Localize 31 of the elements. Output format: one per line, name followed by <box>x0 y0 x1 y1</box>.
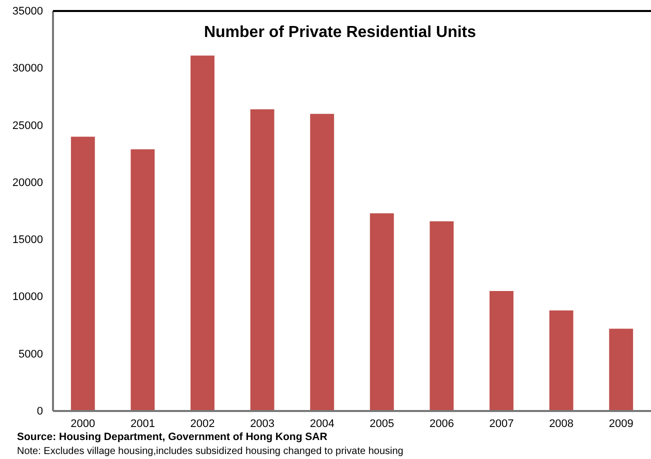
x-tick-label: 2007 <box>489 418 514 430</box>
x-tick-label: 2004 <box>310 418 334 430</box>
bar <box>430 221 454 411</box>
y-tick-label: 30000 <box>12 62 43 75</box>
bar <box>490 291 514 411</box>
x-tick-label: 2002 <box>190 418 215 430</box>
x-tick-label: 2000 <box>70 418 96 430</box>
y-tick-label: 10000 <box>12 291 43 304</box>
x-tick-label: 2008 <box>549 418 574 430</box>
y-tick-label: 35000 <box>12 6 43 18</box>
bar <box>310 114 334 411</box>
y-tick-label: 15000 <box>12 234 43 246</box>
bar <box>250 109 274 411</box>
x-tick-label: 2005 <box>370 418 394 430</box>
y-tick-label: 20000 <box>12 176 43 189</box>
text: Number of Private Residential Units <box>204 24 476 41</box>
bar <box>70 136 95 411</box>
y-tick-label: 25000 <box>12 120 43 132</box>
bar <box>190 56 214 411</box>
x-tick-label: 2003 <box>250 418 275 430</box>
bar <box>549 310 574 411</box>
bar <box>609 328 634 411</box>
x-tick-label: 2009 <box>608 418 634 430</box>
source-note: Source: Housing Department, Government of Hong Kong SAR <box>17 431 328 443</box>
bar <box>130 149 155 411</box>
text: Note: Excludes village housing,includes subsidized housing changed to private housing <box>17 446 404 457</box>
x-tick-label: 2001 <box>130 418 155 430</box>
bar <box>370 213 394 411</box>
x-tick-label: 2006 <box>429 418 454 430</box>
y-tick-label: 5000 <box>18 348 43 360</box>
y-tick-label: 0 <box>36 406 43 418</box>
